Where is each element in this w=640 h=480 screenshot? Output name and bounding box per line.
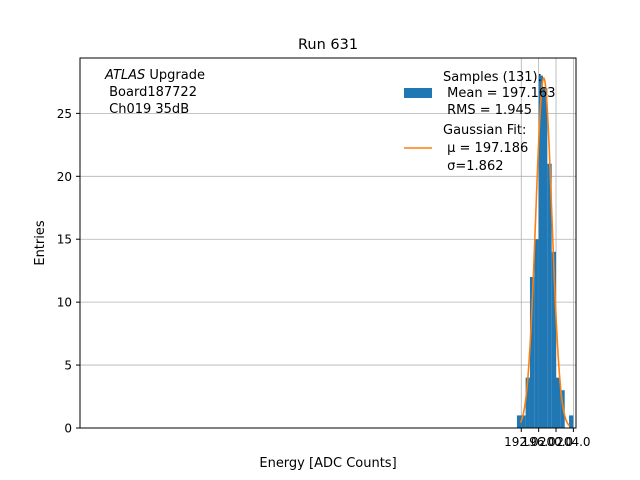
x-tick-label-3: 204.0 [556,435,590,449]
histogram-bar-4 [534,239,539,428]
histogram-bar-8 [551,251,557,428]
y-tick-label-4: 20 [57,170,72,184]
legend-samples-line-2: Mean = 197.163 [443,86,555,101]
annotation-upgrade: Upgrade [145,68,205,83]
x-tick-label-0: 192.0 [504,435,538,449]
legend-fit-line-1: Gaussian Fit: [443,123,526,138]
annotation-atlas: ATLAS [104,68,145,83]
annotation-line-3: Ch019 35dB [105,102,189,117]
histogram-bar-2 [525,377,530,428]
legend-samples-line-3: RMS = 1.945 [443,103,532,118]
histogram-bar-6 [542,88,548,429]
y-tick-label-5: 25 [57,107,72,121]
chart-title: Run 631 [298,37,358,53]
histogram-bar-5 [538,75,543,428]
annotation-line-1: ATLAS Upgrade [104,68,205,83]
histogram-bar-3 [529,276,535,428]
y-tick-label-3: 15 [57,233,72,247]
x-axis-label: Energy [ADC Counts] [259,456,396,471]
gaussian-fit-curve [519,77,571,427]
y-tick-label-2: 10 [57,296,72,310]
x-tick-label-1: 196.0 [521,435,555,449]
y-tick-label-1: 5 [64,359,72,373]
histogram-bar-0 [516,415,522,428]
y-tick-label-0: 0 [64,422,72,436]
legend-fit-line-3: σ=1.862 [443,159,503,174]
legend-samples-line-1: Samples (131): [443,70,542,85]
histogram-bar-1 [521,415,526,428]
legend-samples-swatch [404,88,432,98]
annotation-line-2: Board187722 [105,85,197,100]
fit-layer [519,77,571,427]
legend: Samples (131): Mean = 197.163 RMS = 1.94… [404,70,555,174]
histogram-bar-12 [569,415,574,428]
histogram-bar-9 [556,377,561,428]
y-axis-ticks: 0 5 10 15 20 25 [57,107,80,436]
x-tick-label-2: 200.0 [539,435,573,449]
y-axis-label: Entries [33,220,48,266]
plot-frame [79,57,577,429]
annotation-block: ATLAS Upgrade Board187722 Ch019 35dB [104,68,205,117]
histogram-bar-7 [547,163,552,428]
legend-fit-line-2: μ = 197.186 [443,141,528,156]
